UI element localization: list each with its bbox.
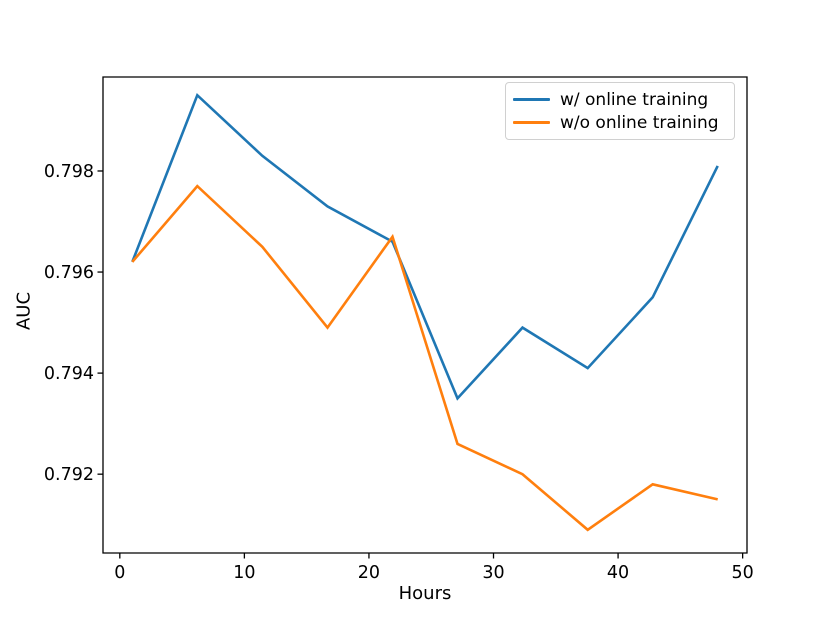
series-line-1 — [131, 184, 718, 532]
x-tick-label: 30 — [482, 563, 504, 583]
x-tick-label: 40 — [607, 563, 629, 583]
legend-label: w/o online training — [560, 112, 719, 133]
y-tick-label: 0.798 — [44, 162, 94, 182]
legend-line-swatch — [513, 121, 550, 124]
legend-label: w/ online training — [560, 89, 709, 110]
legend: w/ online training w/o online training — [505, 82, 735, 140]
y-tick-label: 0.792 — [44, 465, 94, 485]
x-tick-label: 0 — [114, 563, 125, 583]
legend-entry: w/ online training — [513, 88, 726, 111]
axes-frame — [102, 76, 748, 554]
y-axis-label: AUC — [13, 291, 35, 331]
x-tick-label: 10 — [233, 563, 255, 583]
x-tick-label: 20 — [358, 563, 380, 583]
y-tick-label: 0.796 — [44, 263, 94, 283]
x-axis-label: Hours — [398, 583, 452, 604]
legend-entry: w/o online training — [513, 111, 726, 134]
x-tick-label: 50 — [731, 563, 753, 583]
y-tick-label: 0.794 — [44, 364, 94, 384]
series-line-0 — [131, 92, 719, 401]
legend-line-swatch — [513, 98, 550, 101]
